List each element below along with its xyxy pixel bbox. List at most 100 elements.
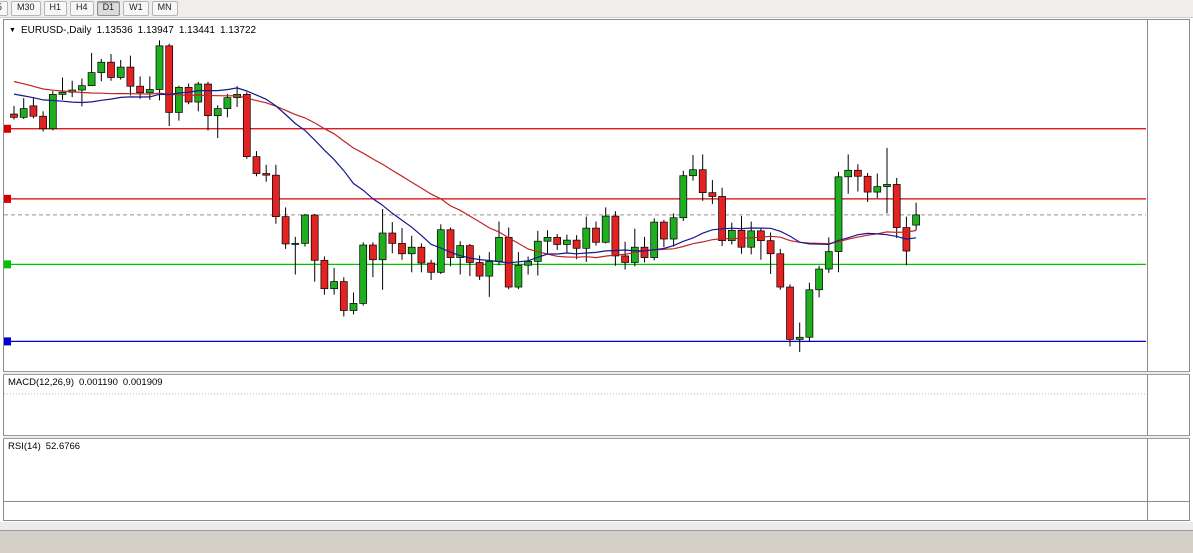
candle-body <box>145 89 154 94</box>
candle-body <box>708 192 717 197</box>
candle-body <box>679 175 688 219</box>
candle-body <box>844 169 853 178</box>
candle-body <box>291 243 300 245</box>
candle-body <box>669 217 678 240</box>
timeframe-button-m30[interactable]: M30 <box>11 1 41 16</box>
panel-splitter[interactable] <box>3 435 1190 439</box>
date-axis-divider <box>3 501 1190 502</box>
candle-body <box>116 66 125 78</box>
candle-body <box>378 232 387 261</box>
candle-body <box>582 227 591 249</box>
candle-body <box>320 259 329 290</box>
candle-body <box>349 303 358 311</box>
timeframe-button-mn[interactable]: MN <box>151 1 178 16</box>
candle-body <box>892 184 901 228</box>
ohlc-high-value: 1.13947 <box>137 25 174 36</box>
macd-signal-value: 0.001909 <box>122 377 163 388</box>
candle-body <box>407 246 416 255</box>
candle-body <box>854 169 862 177</box>
symbol-dropdown-icon[interactable]: ▼ <box>9 27 16 34</box>
candle-body <box>48 94 57 130</box>
price-scale-divider <box>1147 19 1148 521</box>
candle-body <box>757 230 765 242</box>
rsi-panel-title: RSI(14) 52.6766 <box>8 441 85 452</box>
candle-body <box>359 244 368 304</box>
candle-body <box>592 227 600 243</box>
candle-body <box>563 239 571 245</box>
level-line-left-marker <box>4 260 11 269</box>
candle-body <box>369 244 377 261</box>
ma-fast-line <box>13 87 917 264</box>
candle-body <box>611 215 620 257</box>
candle-body <box>155 45 164 90</box>
candle-body <box>427 262 435 273</box>
candle-body <box>194 83 203 103</box>
candle-body <box>446 229 455 258</box>
timeframe-button-w1[interactable]: W1 <box>123 1 149 16</box>
timeframe-button-d1[interactable]: D1 <box>96 1 121 16</box>
chart-tab-bar <box>0 530 1193 553</box>
ohlc-low-value: 1.13441 <box>178 25 215 36</box>
candle-body <box>466 245 474 263</box>
chart-symbol-label: EURUSD-,Daily <box>20 25 92 36</box>
candle-body <box>436 229 445 273</box>
macd-panel-title: MACD(12,26,9) 0.001190 0.001909 <box>8 377 168 388</box>
candle-body <box>97 61 106 73</box>
candle-body <box>204 83 212 117</box>
candle-body <box>10 113 18 118</box>
panel-splitter[interactable] <box>3 371 1190 375</box>
candle-body <box>330 281 338 290</box>
window-bottom-strip <box>0 522 1193 530</box>
candle-body <box>883 184 891 187</box>
candle-body <box>689 169 697 177</box>
candle-body <box>776 253 785 288</box>
candle-body <box>572 239 581 249</box>
candle-body <box>514 264 523 288</box>
rsi-value: 52.6766 <box>45 441 81 452</box>
candle-body <box>475 262 484 277</box>
candle-body <box>640 246 649 258</box>
candle-body <box>87 72 96 87</box>
candle-body <box>650 221 659 258</box>
ohlc-close-value: 1.13722 <box>219 25 257 36</box>
candle-body <box>485 261 494 277</box>
timeframe-button-h4[interactable]: H4 <box>70 1 94 16</box>
candle-body <box>165 45 174 113</box>
timeframe-button-h1[interactable]: H1 <box>43 1 68 16</box>
candle-body <box>698 169 707 193</box>
ma-slow-line <box>13 80 917 259</box>
candle-body <box>281 216 290 245</box>
candle-body <box>272 174 280 217</box>
candle-body <box>19 108 28 118</box>
candle-body <box>456 245 465 258</box>
ohlc-open-value: 1.13536 <box>96 25 133 36</box>
timeframe-toolbar: 5M30H1H4D1W1MN <box>0 0 1193 18</box>
candle-body <box>175 86 183 113</box>
candle-body <box>213 108 222 117</box>
candle-body <box>718 196 726 242</box>
candle-body <box>29 105 38 117</box>
candle-body <box>78 85 86 91</box>
level-line-left-marker <box>4 194 11 203</box>
candle-body <box>747 230 756 248</box>
candle-body <box>795 336 804 340</box>
macd-main-value: 0.001190 <box>79 377 118 388</box>
candle-body <box>543 237 552 242</box>
candle-body <box>824 251 833 270</box>
candle-body <box>766 240 775 255</box>
candle-body <box>524 261 532 266</box>
timeframe-button-5[interactable]: 5 <box>0 1 9 16</box>
candle-body <box>310 214 319 261</box>
candle-body <box>621 255 629 263</box>
candle-body <box>601 215 610 243</box>
candle-body <box>39 115 47 130</box>
rsi-label: RSI(14) <box>8 441 41 452</box>
candle-body <box>417 246 426 264</box>
candle-body <box>301 214 309 244</box>
chart-ohlc-header: ▼ EURUSD-,Daily 1.13536 1.13947 1.13441 1.137… <box>9 25 261 36</box>
candle-body <box>912 214 920 226</box>
level-line-left-marker <box>4 124 11 133</box>
candle-body <box>107 61 115 78</box>
candle-body <box>660 221 668 240</box>
